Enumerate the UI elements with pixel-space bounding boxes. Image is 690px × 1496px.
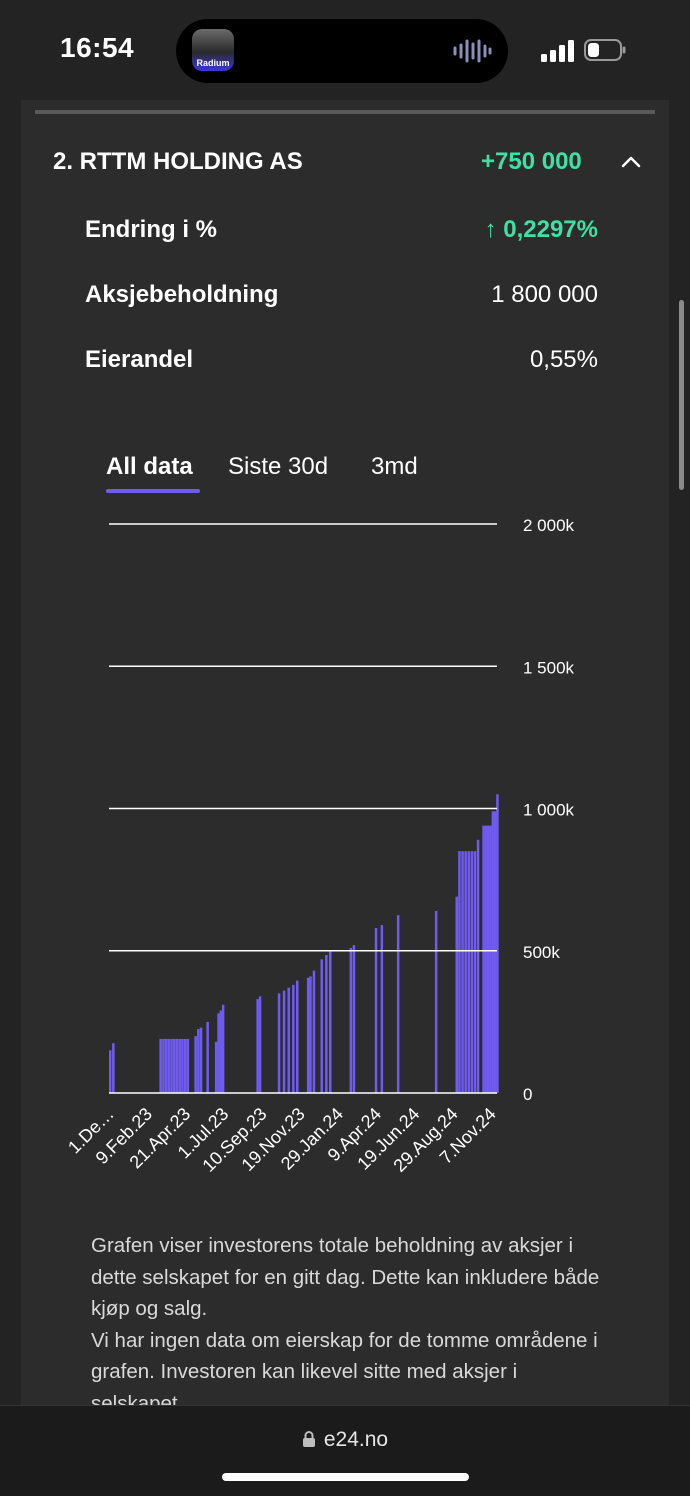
y-tick-label: 1 000k <box>523 801 575 820</box>
scrollbar[interactable] <box>679 300 684 490</box>
chart-bar <box>296 980 299 1093</box>
chart-bar <box>194 1036 197 1093</box>
chart-bar <box>396 915 400 1093</box>
island-app-label: Radium <box>196 58 230 68</box>
chart-bar <box>325 955 328 1093</box>
chart-bar <box>178 1038 181 1093</box>
chart-bar <box>489 825 492 1093</box>
battery-icon <box>584 39 626 61</box>
tab-all-data-label: All data <box>106 453 193 480</box>
chart-bar <box>312 970 316 1093</box>
chart-bar <box>482 825 485 1093</box>
chart-bar <box>175 1038 179 1093</box>
chart-bar <box>167 1038 171 1093</box>
description-paragraph: Vi har ingen data om eierskap for de tom… <box>91 1328 598 1415</box>
chart-description: Grafen viser investorens totale beholdni… <box>91 1230 611 1419</box>
shares-held-label: Aksjebeholdning <box>85 281 279 308</box>
chart-bar <box>329 950 332 1094</box>
change-percent-label: Endring i % <box>85 216 217 243</box>
status-time: 16:54 <box>60 32 135 63</box>
chart-bar <box>467 851 470 1093</box>
chart-bar <box>181 1038 184 1093</box>
chart-bar <box>287 987 290 1093</box>
chart-bar <box>464 851 467 1093</box>
company-name[interactable]: 2. RTTM HOLDING AS <box>53 148 303 175</box>
chart-bar <box>221 1004 225 1093</box>
chart-bar <box>434 910 438 1093</box>
ownership-value: 0,55% <box>529 346 598 373</box>
chart-bar <box>484 825 488 1093</box>
chart-bar <box>455 896 458 1093</box>
chart-bar <box>258 996 262 1093</box>
tab-all-data[interactable]: All data <box>106 453 200 493</box>
chart-bar <box>470 851 474 1093</box>
chart-bar <box>162 1038 165 1093</box>
chart-bar <box>493 811 497 1093</box>
chart-bar <box>219 1010 223 1093</box>
chart-bar <box>309 976 312 1093</box>
chart-bar <box>458 851 461 1093</box>
address-bar[interactable]: e24.no <box>0 1428 690 1452</box>
chart-bar <box>380 925 384 1093</box>
audio-waveform-icon <box>453 39 492 63</box>
chart-bar <box>109 1050 112 1093</box>
ownership-label: Eierandel <box>85 346 194 373</box>
chart-bar <box>292 984 295 1093</box>
tab-3-months[interactable]: 3md <box>371 453 418 480</box>
change-percent-value: ↑ 0,2297% <box>484 216 598 243</box>
chart-bar <box>164 1038 168 1093</box>
chart-bar <box>256 999 259 1093</box>
dynamic-island[interactable]: Radium <box>176 19 508 83</box>
chart-bar <box>374 928 378 1093</box>
browser-bottom-bar: e24.no <box>0 1405 690 1496</box>
chart-bar <box>197 1029 200 1093</box>
chart-bar <box>159 1038 162 1093</box>
url-text: e24.no <box>323 1428 389 1451</box>
divider <box>35 110 655 114</box>
chart-bar <box>170 1038 173 1093</box>
chart-bar <box>491 811 495 1093</box>
chart-bar <box>349 947 353 1093</box>
y-tick-label: 500k <box>523 943 560 962</box>
chart-bar <box>183 1038 187 1093</box>
chart-bar <box>461 851 464 1093</box>
chart-bar <box>496 794 499 1093</box>
holding-change: +750 000 <box>481 148 582 175</box>
shares-held-value: 1 800 000 <box>491 281 598 308</box>
chart-bar <box>282 990 286 1093</box>
chart-bar <box>173 1038 176 1093</box>
active-tab-indicator <box>106 489 200 493</box>
chart-bar <box>112 1043 115 1093</box>
chevron-up-icon[interactable] <box>621 156 641 168</box>
cellular-signal-icon <box>541 40 574 62</box>
y-tick-label: 2 000k <box>523 516 575 535</box>
chart-bar <box>217 1013 220 1093</box>
description-paragraph: Grafen viser investorens totale beholdni… <box>91 1234 600 1320</box>
y-tick-label: 0 <box>523 1085 532 1104</box>
chart-bar <box>277 993 281 1093</box>
chart-bar <box>486 825 490 1093</box>
chart-bar <box>320 959 323 1093</box>
chart-bar <box>306 977 310 1093</box>
y-tick-label: 1 500k <box>523 658 575 677</box>
chart-bar <box>473 851 477 1093</box>
tab-last-30d[interactable]: Siste 30d <box>228 453 329 480</box>
holding-card: 2. RTTM HOLDING AS +750 000 Endring i % … <box>21 100 669 1415</box>
lock-icon <box>302 1431 315 1447</box>
chart-bar <box>476 839 480 1093</box>
now-playing-artwork[interactable]: Radium <box>192 29 234 71</box>
status-bar: 16:54 Radium <box>0 0 690 100</box>
chart-bar <box>206 1021 209 1093</box>
home-indicator[interactable] <box>222 1473 469 1481</box>
chart-bar <box>186 1038 190 1093</box>
chart-bar <box>352 945 356 1093</box>
chart-bar <box>199 1027 203 1093</box>
chart-bar <box>214 1041 218 1093</box>
